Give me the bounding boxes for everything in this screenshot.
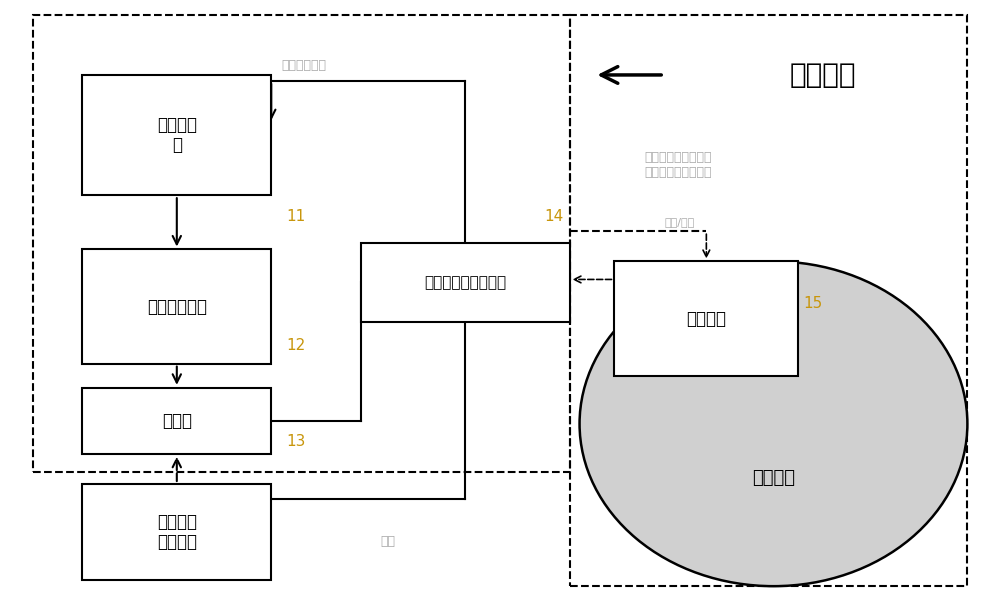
Text: 超声脉冲发射接收器: 超声脉冲发射接收器 <box>424 275 506 290</box>
Text: 位移计算单元: 位移计算单元 <box>147 297 207 316</box>
Bar <box>82 249 271 364</box>
Text: 数据采集
器: 数据采集 器 <box>157 116 197 155</box>
Ellipse shape <box>580 262 967 586</box>
Text: 监视器: 监视器 <box>162 412 192 430</box>
Bar <box>361 243 570 322</box>
Bar <box>33 15 570 472</box>
Text: 11: 11 <box>286 209 305 224</box>
Bar <box>82 388 271 454</box>
Text: 12: 12 <box>286 338 305 353</box>
Text: 同步: 同步 <box>381 535 396 548</box>
Text: 发射/接收: 发射/接收 <box>664 217 694 227</box>
Text: 超声探头: 超声探头 <box>686 310 726 328</box>
Text: 15: 15 <box>803 296 823 311</box>
Bar <box>570 15 967 586</box>
Bar <box>82 75 271 195</box>
Bar <box>82 484 271 580</box>
Bar <box>614 262 798 376</box>
Text: 超声射频信号: 超声射频信号 <box>281 59 326 72</box>
Text: 此部分可高度集成化
或设计为嵌入式系统: 此部分可高度集成化 或设计为嵌入式系统 <box>644 151 712 179</box>
Text: 14: 14 <box>545 209 564 224</box>
Text: 周围神经
刺激组件: 周围神经 刺激组件 <box>157 513 197 551</box>
Text: 受测组织: 受测组织 <box>752 469 795 487</box>
Text: 13: 13 <box>286 435 306 449</box>
Text: 超声组件: 超声组件 <box>790 61 856 89</box>
